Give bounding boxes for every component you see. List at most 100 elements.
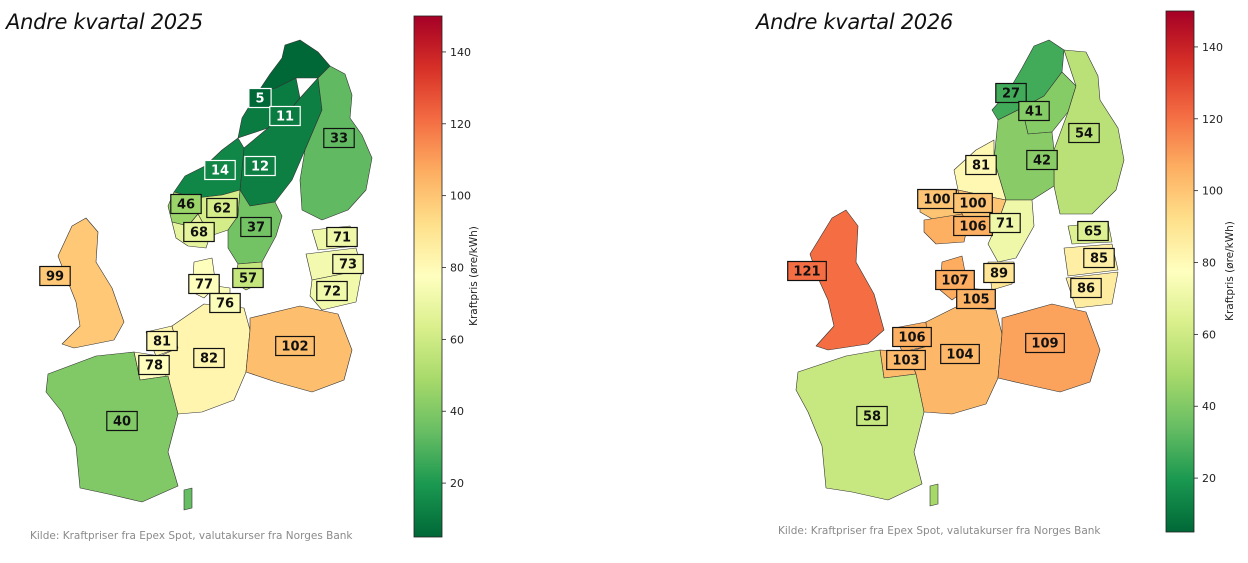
price-label-dk1: 77: [188, 273, 220, 295]
price-label-box: [275, 335, 315, 357]
colorbar-label: Kraftpris (øre/kWh): [1223, 221, 1236, 321]
price-label-fi: 33: [323, 127, 355, 149]
price-label-text: 54: [1075, 127, 1093, 142]
price-label-fr: 58: [856, 405, 888, 427]
price-label-box: [940, 343, 980, 365]
price-label-text: 107: [941, 274, 968, 289]
price-label-box: [1018, 100, 1050, 122]
price-label-box: [138, 354, 170, 376]
price-label-box: [965, 154, 997, 176]
colorbar-tick-label: 20: [1202, 472, 1216, 485]
price-label-text: 102: [281, 340, 308, 355]
price-label-box: [183, 221, 215, 243]
map-title: Andre kvartal 2026: [756, 10, 953, 34]
price-label-text: 42: [1033, 154, 1051, 169]
price-label-text: 81: [972, 159, 990, 174]
price-label-text: 12: [251, 160, 269, 175]
price-label-no5: 100: [917, 188, 957, 210]
price-label-no1: 62: [206, 197, 238, 219]
price-label-box: [995, 82, 1027, 104]
price-label-no5: 46: [170, 193, 202, 215]
price-label-no2: 106: [953, 215, 993, 237]
price-label-se4: 89: [983, 262, 1015, 284]
colorbar-tick-label: 60: [450, 333, 464, 346]
map-panel-2026: Andre kvartal 2026 27 41 54 42 8: [624, 0, 1248, 563]
price-label-box: [332, 253, 364, 275]
price-label-text: 89: [990, 267, 1008, 282]
colorbar-tick-label: 140: [450, 46, 471, 59]
price-label-dk2: 76: [209, 292, 241, 314]
price-label-box: [956, 288, 996, 310]
price-label-text: 5: [255, 92, 264, 107]
price-label-be: 78: [138, 354, 170, 376]
colorbar-tick-label: 100: [1202, 185, 1223, 198]
colorbar-gradient: [413, 15, 443, 538]
price-label-se1: 41: [1018, 100, 1050, 122]
price-label-text: 76: [216, 297, 234, 312]
price-label-text: 100: [959, 197, 986, 212]
colorbar-tick-label: 80: [450, 262, 464, 275]
price-label-se3: 37: [240, 216, 272, 238]
price-label-text: 86: [1077, 282, 1095, 297]
price-label-box: [146, 330, 178, 352]
price-label-gb: 99: [39, 265, 71, 287]
map-source: Kilde: Kraftpriser fra Epex Spot, valuta…: [30, 530, 353, 542]
price-label-box: [856, 405, 888, 427]
price-label-box: [1068, 122, 1100, 144]
price-label-box: [248, 87, 272, 109]
price-label-box: [209, 292, 241, 314]
price-label-box: [326, 226, 358, 248]
price-label-no4: 27: [995, 82, 1027, 104]
price-label-de: 104: [940, 343, 980, 365]
price-label-box: [188, 273, 220, 295]
price-label-text: 85: [1090, 252, 1108, 267]
price-label-no4-sør: 11: [269, 105, 301, 127]
price-label-text: 62: [213, 202, 231, 217]
price-label-box: [269, 105, 301, 127]
price-label-dk1: 107: [935, 269, 975, 291]
price-label-box: [935, 269, 975, 291]
price-label-text: 40: [113, 415, 131, 430]
price-label-text: 68: [190, 226, 208, 241]
map-title: Andre kvartal 2025: [6, 10, 203, 34]
price-label-box: [193, 347, 225, 369]
price-label-nl: 106: [892, 326, 932, 348]
colorbar-tick-label: 40: [450, 405, 464, 418]
price-label-text: 104: [946, 348, 973, 363]
price-label-be: 103: [886, 349, 926, 371]
price-label-no3: 14: [204, 159, 236, 181]
corsica-island: [929, 483, 939, 507]
price-label-pl: 109: [1025, 332, 1065, 354]
price-label-nl: 81: [146, 330, 178, 352]
price-label-lv: 85: [1083, 247, 1115, 269]
price-label-text: 72: [323, 285, 341, 300]
price-label-box: [244, 155, 276, 177]
price-label-se1: 12: [244, 155, 276, 177]
price-label-lt: 72: [316, 280, 348, 302]
region-gb: [809, 209, 885, 351]
price-label-fi: 54: [1068, 122, 1100, 144]
price-label-box: [240, 216, 272, 238]
price-label-box: [170, 193, 202, 215]
price-label-de: 82: [193, 347, 225, 369]
price-label-fr: 40: [106, 410, 138, 432]
price-label-se2: 42: [1026, 149, 1058, 171]
price-label-text: 106: [959, 220, 986, 235]
price-label-text: 65: [1084, 225, 1102, 240]
price-label-se4: 57: [232, 267, 264, 289]
price-label-lv: 73: [332, 253, 364, 275]
price-label-no4-nord: 5: [248, 87, 272, 109]
price-label-box: [892, 326, 932, 348]
price-label-text: 71: [996, 217, 1014, 232]
price-label-box: [232, 267, 264, 289]
price-label-box: [953, 192, 993, 214]
price-label-box: [316, 280, 348, 302]
corsica-island: [183, 487, 193, 511]
colorbar-2026: 20 40 60 80 100 120 140: [1165, 10, 1223, 533]
price-label-text: 105: [962, 293, 989, 308]
price-label-text: 100: [923, 193, 950, 208]
price-label-box: [39, 265, 71, 287]
price-label-text: 57: [239, 272, 257, 287]
